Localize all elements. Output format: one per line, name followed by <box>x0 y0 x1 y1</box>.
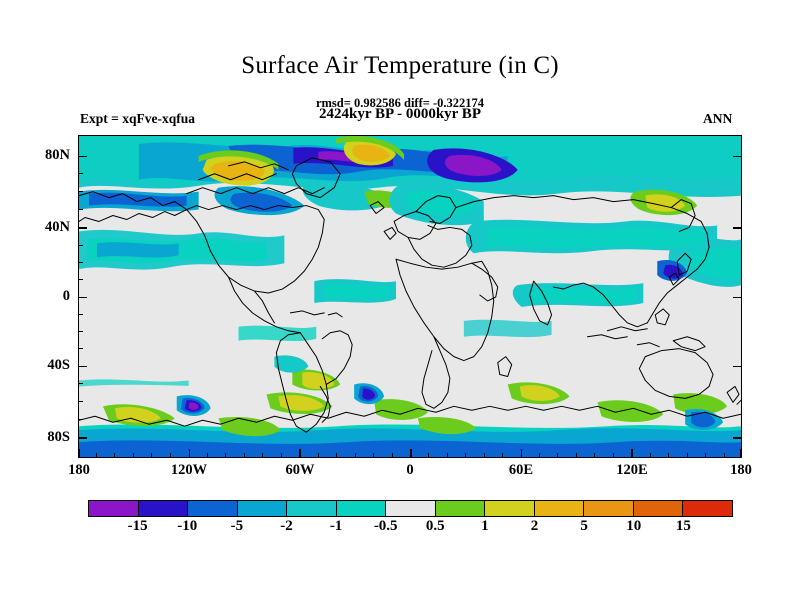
page-title: Surface Air Temperature (in C) <box>241 52 559 79</box>
colorbar-segment-green <box>435 501 486 516</box>
y-tick-label-80n: 80N <box>45 147 70 163</box>
colorbar-segment-turquoise <box>336 501 387 516</box>
colorbar-segment-red <box>683 501 732 516</box>
y-tick-label-80s: 80S <box>47 429 70 445</box>
colorbar-tick-label-11: 15 <box>675 518 691 534</box>
x-tick-label-180e: 180 <box>730 462 752 478</box>
colorbar-tick-label-2: -5 <box>230 518 244 534</box>
colorbar-segment-purple <box>89 501 139 516</box>
x-tick-label-120w: 120W <box>170 462 208 478</box>
statistics-line: rmsd= 0.982586 diff= -0.322174 <box>315 96 485 110</box>
colorbar-tick-label-10: 10 <box>626 518 642 534</box>
colorbar-tick-label-5: -0.5 <box>373 518 398 534</box>
colorbar-tick-label-1: -10 <box>177 518 198 534</box>
colorbar-tick-label-3: -2 <box>280 518 293 534</box>
colorbar-tick-label-6: 0.5 <box>425 518 445 534</box>
colorbar-segment-neutral-gray <box>386 501 436 516</box>
x-tick-label-180w: 180 <box>68 462 90 478</box>
colorbar-segment-blue <box>188 501 238 516</box>
colorbar-segment-dark-blue <box>138 501 189 516</box>
x-tick-label-60w: 60W <box>285 462 315 478</box>
colorbar-segment-dark-orange <box>633 501 684 516</box>
x-tick-label-120e: 120E <box>616 462 648 478</box>
experiment-label: Expt = xqFve-xqfua <box>80 111 195 126</box>
y-tick-label-0: 0 <box>62 288 70 304</box>
y-tick-label-40n: 40N <box>45 219 70 235</box>
x-tick-label-60e: 60E <box>508 462 534 478</box>
colorbar-tick-label-9: 5 <box>580 518 588 534</box>
temperature-anomaly-layer <box>79 136 741 457</box>
colorbar-tick-label-4: -1 <box>329 518 343 534</box>
colorbar-segment-yellow-orange <box>534 501 585 516</box>
colorbar-segment-cyan <box>287 501 337 516</box>
colorbar-segment-orange <box>584 501 634 516</box>
map-plot-area <box>78 135 742 458</box>
coastline-layer <box>79 157 741 433</box>
colorbar-tick-label-0: -15 <box>127 518 148 534</box>
x-tick-label-0: 0 <box>406 462 414 478</box>
colorbar-tick-label-8: 2 <box>530 518 539 534</box>
period-label: 2424kyr BP - 0000kyr BP <box>319 106 481 122</box>
season-label: ANN <box>703 111 733 126</box>
anomaly-field <box>79 136 741 457</box>
colorbar <box>88 500 733 517</box>
colorbar-tick-label-7: 1 <box>481 518 489 534</box>
colorbar-segment-yellow-green <box>485 501 535 516</box>
y-tick-label-40s: 40S <box>47 357 70 373</box>
colorbar-segment-medium-blue <box>237 501 288 516</box>
